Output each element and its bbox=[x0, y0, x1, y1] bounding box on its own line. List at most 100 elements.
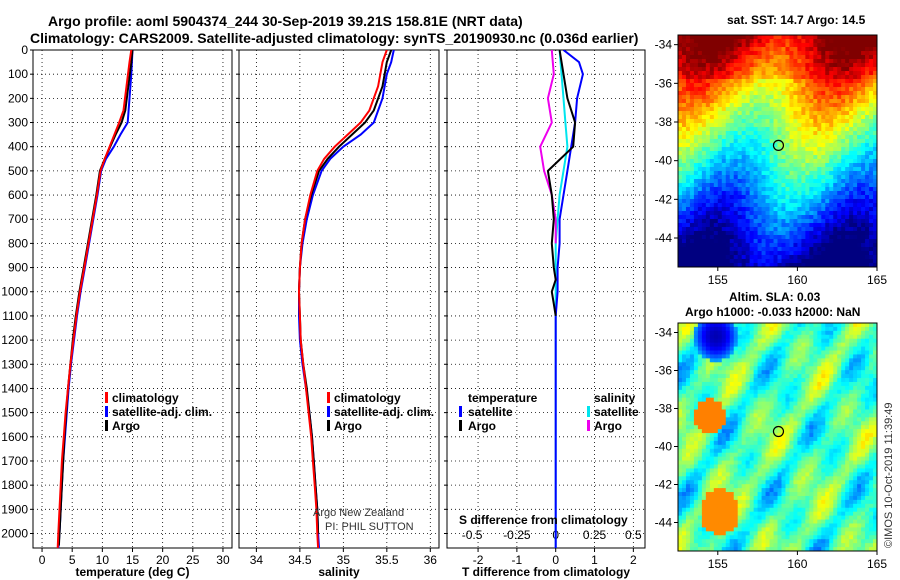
watermark: ©IMOS 10-Oct-2019 11:39:49 bbox=[883, 403, 895, 548]
depth-tick-label: 300 bbox=[8, 116, 28, 130]
map-y-tick-label: -40 bbox=[655, 440, 673, 454]
x-tick-label: 25 bbox=[186, 553, 200, 567]
depth-tick-label: 200 bbox=[8, 91, 28, 105]
map-frame bbox=[677, 34, 878, 268]
depth-tick-label: 1900 bbox=[1, 502, 28, 516]
depth-tick-label: 600 bbox=[8, 188, 28, 202]
difference-panel: -2 -1 0 1 2T difference from climatology -0.5… bbox=[444, 49, 646, 579]
series-group bbox=[539, 50, 584, 548]
salinity-panel: 34 34.5 35 35.5 36 salinity bbox=[236, 49, 440, 579]
plot-frame bbox=[446, 49, 646, 549]
x-tick-label: 36 bbox=[424, 553, 438, 567]
temperature-legend: climatology satellite-adj. clim. Argo bbox=[105, 391, 212, 433]
salinity-legend: climatology satellite-adj. clim. Argo Ar… bbox=[313, 391, 434, 533]
legend-label-sal-satellite: satellite bbox=[594, 405, 639, 419]
depth-tick-label: 1700 bbox=[1, 454, 28, 468]
depth-tick-label: 500 bbox=[8, 164, 28, 178]
depth-tick-label: 1200 bbox=[1, 333, 28, 347]
map-frame bbox=[677, 322, 878, 552]
x-tick-label: 30 bbox=[216, 553, 230, 567]
legend-label-sal-argo: Argo bbox=[594, 419, 622, 433]
legend-swatch-climatology bbox=[327, 392, 330, 403]
depth-tick-label: 1300 bbox=[1, 357, 28, 371]
x-tick-label: 0 bbox=[39, 553, 46, 567]
legend-swatch-sal-argo bbox=[587, 420, 590, 431]
map-y-tick-label: -38 bbox=[655, 115, 673, 129]
legend-swatch-satellite bbox=[327, 406, 330, 417]
credit-line-2: PI: PHIL SUTTON bbox=[325, 521, 414, 533]
sst-map-title: sat. SST: 14.7 Argo: 14.5 bbox=[727, 13, 866, 27]
x-tick-label: 20 bbox=[156, 553, 170, 567]
series-line bbox=[297, 50, 388, 548]
depth-tick-label: 0 bbox=[21, 43, 28, 57]
title-line-2: Climatology: CARS2009. Satellite-adjuste… bbox=[30, 30, 638, 46]
legend-swatch-argo bbox=[105, 420, 108, 431]
profile-location-marker bbox=[772, 139, 785, 151]
legend-swatch-temp-satellite bbox=[459, 406, 462, 417]
x-tick-label: 35 bbox=[337, 553, 351, 567]
map-x-tick-label: 160 bbox=[787, 557, 807, 571]
x-tick-label: 5 bbox=[69, 553, 76, 567]
depth-tick-label: 1400 bbox=[1, 381, 28, 395]
title-line-1: Argo profile: aoml 5904374_244 30-Sep-20… bbox=[48, 13, 523, 29]
map-x-tick-label: 155 bbox=[708, 273, 728, 287]
map-y-tick-label: -42 bbox=[655, 478, 673, 492]
sst-map: 155 160 165 -34 -36 -38 -40 -42 -44 bbox=[655, 34, 887, 287]
depth-tick-label: 700 bbox=[8, 212, 28, 226]
profile-location-marker bbox=[772, 425, 785, 438]
map-y-tick-label: -42 bbox=[655, 192, 673, 206]
map-field bbox=[678, 323, 877, 551]
top-tick-label: -0.5 bbox=[462, 528, 483, 542]
depth-tick-label: 1000 bbox=[1, 285, 28, 299]
map-y-tick-label: -34 bbox=[655, 38, 673, 52]
depth-tick-label: 400 bbox=[8, 140, 28, 154]
legend-swatch-climatology bbox=[105, 392, 108, 403]
temperature-panel: 0 5 10 15 20 25 300100200300400500600700800900… bbox=[1, 43, 233, 579]
series-line bbox=[56, 50, 133, 548]
map-y-tick-label: -44 bbox=[655, 231, 673, 245]
map-x-tick-label: 155 bbox=[708, 557, 728, 571]
x-tick-label: 2 bbox=[630, 553, 637, 567]
legend-title-temperature: temperature bbox=[468, 391, 538, 405]
plot-frame bbox=[238, 49, 440, 549]
x-tick-label: 10 bbox=[96, 553, 110, 567]
x-tick-label: 35.5 bbox=[375, 553, 399, 567]
depth-tick-label: 100 bbox=[8, 67, 28, 81]
legend-swatch-satellite bbox=[105, 406, 108, 417]
series-group bbox=[56, 50, 134, 548]
series-line bbox=[539, 50, 557, 244]
map-x-tick-label: 160 bbox=[787, 273, 807, 287]
x-tick-label: 0 bbox=[552, 553, 559, 567]
x-tick-label: 15 bbox=[126, 553, 140, 567]
legend-label-temp-satellite: satellite bbox=[468, 405, 513, 419]
map-y-tick-label: -44 bbox=[655, 516, 673, 530]
x-axis-label: T difference from climatology bbox=[462, 565, 630, 579]
credit-line-1: Argo New Zealand bbox=[313, 507, 404, 519]
sla-map-subtitle: Argo h1000: -0.033 h2000: NaN bbox=[685, 305, 860, 319]
sla-map-title: Altim. SLA: 0.03 bbox=[729, 290, 821, 304]
map-y-tick-label: -36 bbox=[655, 76, 673, 90]
depth-tick-label: 1800 bbox=[1, 478, 28, 492]
sla-map: 155 160 165 -34 -36 -38 -40 -42 -44 bbox=[655, 322, 887, 571]
depth-tick-label: 2000 bbox=[1, 526, 28, 540]
map-y-tick-label: -38 bbox=[655, 402, 673, 416]
top-tick-label: 0.25 bbox=[583, 528, 607, 542]
map-y-tick-label: -36 bbox=[655, 364, 673, 378]
legend-swatch-temp-argo bbox=[459, 420, 462, 431]
legend-label-argo: Argo bbox=[112, 419, 140, 433]
depth-tick-label: 1600 bbox=[1, 430, 28, 444]
map-field bbox=[678, 35, 877, 267]
depth-tick-label: 1100 bbox=[2, 309, 28, 323]
series-line bbox=[554, 50, 584, 548]
series-group bbox=[297, 50, 395, 548]
legend-label-climatology: climatology bbox=[112, 391, 179, 405]
s-difference-label: S difference from climatology bbox=[459, 513, 628, 527]
depth-tick-label: 900 bbox=[8, 261, 28, 275]
map-x-tick-label: 165 bbox=[867, 273, 887, 287]
top-tick-label: -0.25 bbox=[503, 528, 531, 542]
depth-tick-label: 1500 bbox=[1, 406, 28, 420]
legend-label-satellite: satellite-adj. clim. bbox=[334, 405, 434, 419]
legend-label-satellite: satellite-adj. clim. bbox=[112, 405, 212, 419]
x-axis-label: salinity bbox=[318, 565, 360, 579]
legend-swatch-argo bbox=[327, 420, 330, 431]
